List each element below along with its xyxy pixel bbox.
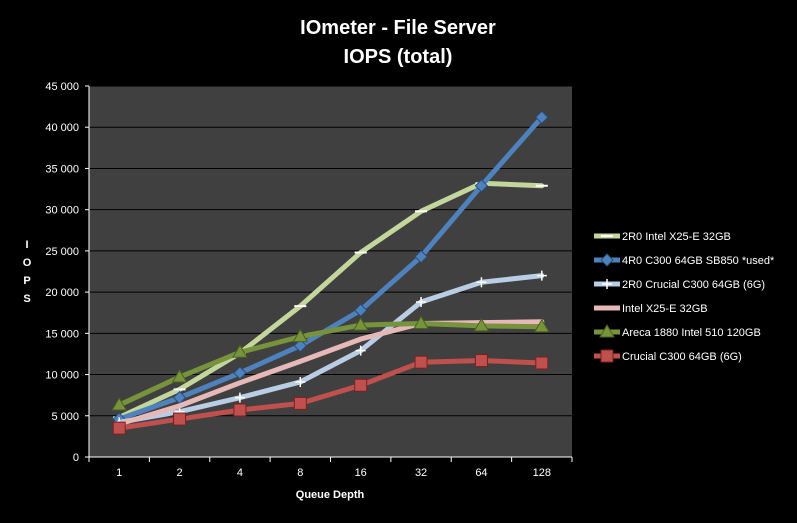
data-point — [232, 344, 248, 358]
x-axis-ticks: 1 2 4 8 16 32 64 128 — [88, 457, 573, 479]
y-axis-label-char: P — [23, 275, 30, 287]
legend-item: 2R0 Crucial C300 64GB (6G) — [594, 279, 765, 291]
series-layer — [111, 110, 550, 435]
gridlines — [89, 85, 572, 417]
legend-label: Crucial C300 64GB (6G) — [622, 351, 742, 363]
data-point — [414, 355, 428, 369]
data-point — [234, 392, 245, 403]
x-axis-label: Queue Depth — [296, 489, 365, 501]
data-point — [476, 277, 487, 288]
y-axis-label-char: O — [23, 257, 32, 269]
y-tick-label: 10 000 — [45, 370, 79, 382]
y-tick-label: 35 000 — [45, 163, 79, 175]
x-tick-label: 4 — [237, 467, 243, 479]
series-line — [116, 180, 545, 420]
y-tick-label: 40 000 — [45, 122, 79, 134]
data-point — [600, 349, 614, 363]
data-point — [535, 110, 549, 125]
y-axis-label-char: S — [23, 293, 30, 305]
y-tick-label: 30 000 — [45, 205, 79, 217]
data-point — [414, 249, 428, 264]
series-line — [116, 320, 545, 408]
data-point — [413, 315, 429, 329]
x-tick-label: 128 — [533, 467, 551, 479]
data-point — [295, 376, 306, 387]
legend-label: Intel X25-E 32GB — [622, 303, 708, 315]
y-tick-label: 25 000 — [45, 246, 79, 258]
data-point — [171, 369, 188, 383]
data-point — [535, 356, 549, 370]
data-point — [292, 328, 309, 343]
series-6 — [112, 354, 549, 435]
legend-item: Areca 1880 Intel 510 120GB — [594, 324, 761, 339]
y-axis-label: IOPS — [23, 239, 32, 305]
data-point — [533, 318, 550, 333]
x-tick-label: 1 — [116, 467, 122, 479]
series-line — [116, 319, 545, 427]
y-tick-label: 20 000 — [45, 287, 79, 299]
data-point — [536, 270, 547, 281]
legend: 2R0 Intel X25-E 32GB 4R0 C300 64GB SB850 … — [594, 231, 775, 363]
chart-subtitle: IOPS (total) — [344, 46, 453, 68]
x-tick-label: 16 — [355, 467, 367, 479]
x-tick-label: 8 — [297, 467, 303, 479]
data-point — [233, 403, 247, 417]
x-tick-label: 64 — [475, 467, 487, 479]
data-point — [233, 366, 247, 380]
legend-item: Crucial C300 64GB (6G) — [594, 349, 742, 363]
y-tick-label: 0 — [73, 452, 79, 464]
data-point — [355, 345, 366, 356]
y-axis-label-char: I — [25, 239, 28, 251]
chart-title: IOmeter - File Server — [300, 17, 496, 39]
series-line — [116, 114, 545, 422]
data-point — [602, 279, 612, 289]
data-point — [173, 412, 187, 426]
data-point — [112, 421, 126, 435]
series-5 — [111, 315, 550, 411]
legend-label: 2R0 Intel X25-E 32GB — [622, 231, 731, 243]
data-point — [473, 317, 490, 332]
y-tick-label: 15 000 — [45, 328, 79, 340]
data-point — [293, 396, 307, 410]
data-point — [111, 397, 128, 411]
y-axis-ticks: 0 5 000 10 000 15 000 20 000 25 000 30 000 35 0… — [45, 81, 89, 464]
data-point — [600, 253, 614, 267]
data-point — [474, 179, 489, 193]
data-point — [599, 324, 615, 338]
legend-label: Areca 1880 Intel 510 120GB — [622, 327, 761, 339]
series-line — [116, 358, 545, 431]
data-point — [353, 303, 368, 317]
data-point — [354, 378, 368, 392]
legend-item: 2R0 Intel X25-E 32GB — [594, 231, 731, 243]
legend-item: Intel X25-E 32GB — [594, 303, 708, 315]
legend-item: 4R0 C300 64GB SB850 *used* — [594, 253, 775, 267]
data-point — [416, 297, 427, 308]
data-point — [293, 338, 308, 353]
series-line — [116, 273, 545, 425]
y-tick-label: 5 000 — [51, 411, 79, 423]
legend-label: 4R0 C300 64GB SB850 *used* — [622, 255, 775, 267]
plot-area — [89, 86, 572, 457]
data-point — [352, 317, 369, 331]
legend-label: 2R0 Crucial C300 64GB (6G) — [622, 279, 765, 291]
x-tick-label: 2 — [177, 467, 183, 479]
y-tick-label: 45 000 — [45, 81, 79, 93]
x-tick-label: 32 — [415, 467, 427, 479]
data-point — [474, 354, 488, 368]
series-4 — [116, 319, 545, 427]
